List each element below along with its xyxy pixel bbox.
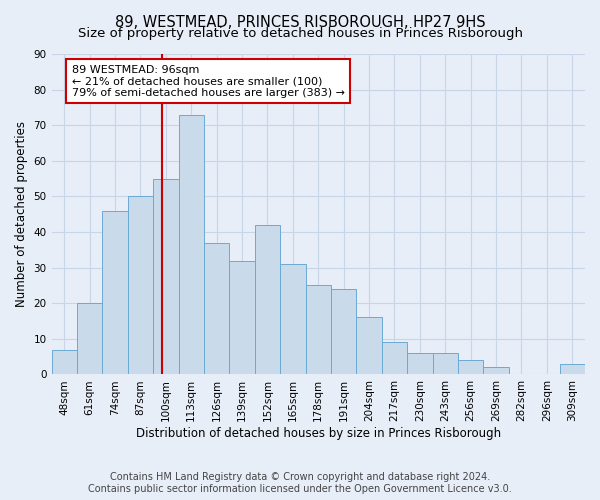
Bar bbox=[128, 196, 153, 374]
Bar bbox=[484, 368, 509, 374]
Bar bbox=[433, 353, 458, 374]
Bar bbox=[229, 260, 255, 374]
Y-axis label: Number of detached properties: Number of detached properties bbox=[15, 121, 28, 307]
Text: 89 WESTMEAD: 96sqm
← 21% of detached houses are smaller (100)
79% of semi-detach: 89 WESTMEAD: 96sqm ← 21% of detached hou… bbox=[72, 64, 345, 98]
Bar bbox=[255, 225, 280, 374]
Bar bbox=[103, 210, 128, 374]
Bar bbox=[382, 342, 407, 374]
Text: Contains public sector information licensed under the Open Government Licence v3: Contains public sector information licen… bbox=[88, 484, 512, 494]
Bar bbox=[280, 264, 305, 374]
Bar bbox=[153, 178, 179, 374]
Bar bbox=[77, 303, 103, 374]
Bar bbox=[458, 360, 484, 374]
Bar bbox=[179, 114, 204, 374]
Text: Size of property relative to detached houses in Princes Risborough: Size of property relative to detached ho… bbox=[77, 28, 523, 40]
Bar bbox=[331, 289, 356, 374]
Bar bbox=[204, 242, 229, 374]
Bar bbox=[560, 364, 585, 374]
Bar bbox=[52, 350, 77, 374]
Text: 89, WESTMEAD, PRINCES RISBOROUGH, HP27 9HS: 89, WESTMEAD, PRINCES RISBOROUGH, HP27 9… bbox=[115, 15, 485, 30]
Bar bbox=[407, 353, 433, 374]
X-axis label: Distribution of detached houses by size in Princes Risborough: Distribution of detached houses by size … bbox=[136, 427, 501, 440]
Bar bbox=[305, 286, 331, 374]
Text: Contains HM Land Registry data © Crown copyright and database right 2024.: Contains HM Land Registry data © Crown c… bbox=[110, 472, 490, 482]
Bar bbox=[356, 318, 382, 374]
